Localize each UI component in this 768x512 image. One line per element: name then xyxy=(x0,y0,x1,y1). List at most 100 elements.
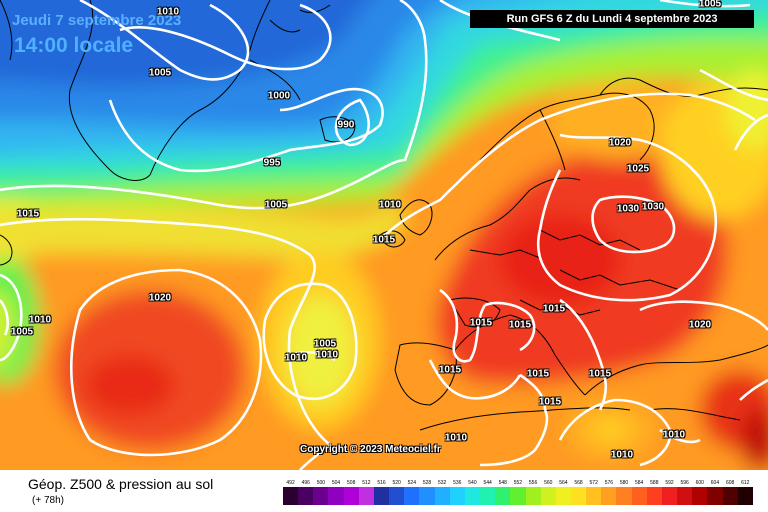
isobar-label: 1010 xyxy=(28,314,52,326)
scale-label: 524 xyxy=(407,480,416,486)
scale-swatch xyxy=(661,487,678,505)
isobar-label: 1010 xyxy=(156,6,180,18)
scale-label: 556 xyxy=(528,480,538,486)
scale-label: 592 xyxy=(665,480,674,486)
scale-swatch xyxy=(555,487,571,505)
forecast-time: 14:00 locale xyxy=(14,34,134,57)
isobar-label: 1010 xyxy=(378,199,402,211)
scale-swatch xyxy=(692,487,708,505)
scale-label: 492 xyxy=(286,480,295,486)
scale-swatch xyxy=(677,487,693,505)
isobar-label: 1015 xyxy=(508,319,532,331)
scale-swatch xyxy=(601,487,617,505)
scale-label: 560 xyxy=(544,480,553,486)
scale-swatch xyxy=(616,487,632,505)
isobar-label: 1010 xyxy=(444,432,468,444)
isobar-label: 1005 xyxy=(10,326,34,338)
chart-title: Géop. Z500 & pression au sol xyxy=(28,476,214,492)
isobar-label: 1015 xyxy=(469,317,493,329)
isobar-label: 1020 xyxy=(688,319,712,331)
scale-label: 604 xyxy=(710,480,720,486)
scale-label: 552 xyxy=(513,480,523,486)
isobar-label: 1015 xyxy=(588,368,612,380)
scale-label: 512 xyxy=(362,480,371,486)
scale-swatch xyxy=(570,487,587,505)
isobar-label: 1025 xyxy=(626,163,650,175)
scale-label: 580 xyxy=(619,480,629,486)
isobar-label: 990 xyxy=(337,119,355,131)
scale-swatch xyxy=(540,487,556,505)
scale-swatch xyxy=(298,487,314,505)
isobar-label: 1000 xyxy=(267,90,291,102)
isobar-label: 1010 xyxy=(662,429,686,441)
isobar-label: 1030 xyxy=(641,201,665,213)
isobar-label: 1010 xyxy=(284,352,308,364)
model-run-label: Run GFS 6 Z du Lundi 4 septembre 2023 xyxy=(470,10,754,28)
scale-label: 520 xyxy=(392,480,401,486)
scale-label: 588 xyxy=(650,480,659,486)
scale-swatch xyxy=(737,487,753,505)
scale-label: 564 xyxy=(559,480,568,486)
scale-swatch xyxy=(480,487,496,505)
isobar-label: 1015 xyxy=(542,303,566,315)
scale-label: 528 xyxy=(422,480,432,486)
scale-swatch xyxy=(404,487,420,505)
scale-label: 568 xyxy=(574,480,583,486)
isobar-label: 1005 xyxy=(148,67,172,79)
isobar-label: 1015 xyxy=(372,234,396,246)
scale-swatch xyxy=(434,487,450,505)
isobar-label: 1015 xyxy=(16,208,40,220)
isobar-label: 1020 xyxy=(608,137,632,149)
isobar-label: 1005 xyxy=(313,338,337,350)
forecast-lead-time: (+ 78h) xyxy=(32,495,64,506)
scale-swatch xyxy=(586,487,602,505)
scale-label: 504 xyxy=(331,480,341,486)
scale-swatch xyxy=(283,487,299,505)
color-scale: 492 496 500 504 508 512 516 520 524 528 532 536 540 5… xyxy=(283,480,753,508)
scale-swatch xyxy=(358,487,374,505)
isobars xyxy=(0,0,768,470)
scale-swatch xyxy=(525,487,541,505)
color-scale-swatches xyxy=(283,487,753,505)
scale-swatch xyxy=(631,487,647,505)
scale-swatch xyxy=(389,487,405,505)
scale-label: 548 xyxy=(498,480,507,486)
scale-label: 600 xyxy=(695,480,704,486)
scale-label: 508 xyxy=(347,480,356,486)
scale-label: 496 xyxy=(301,480,310,486)
isobar-label: 1015 xyxy=(526,368,550,380)
scale-label: 584 xyxy=(635,480,644,486)
isobar-label: 1015 xyxy=(538,396,562,408)
scale-swatch xyxy=(419,487,435,505)
isobar-label: 1020 xyxy=(148,292,172,304)
scale-label: 608 xyxy=(725,480,735,486)
scale-label: 500 xyxy=(316,480,326,486)
scale-swatch xyxy=(707,487,723,505)
scale-swatch xyxy=(510,487,526,505)
scale-label: 612 xyxy=(741,480,750,486)
isobar-label: 1005 xyxy=(698,0,722,10)
geopotential-field xyxy=(0,0,768,470)
forecast-map: Jeudi 7 septembre 2023 14:00 locale Run … xyxy=(0,0,768,470)
isobar-label: 1005 xyxy=(264,199,288,211)
scale-label: 536 xyxy=(453,480,462,486)
scale-swatch xyxy=(343,487,359,505)
color-scale-labels: 492 496 500 504 508 512 516 520 524 528 532 536 540 5… xyxy=(283,480,753,486)
forecast-date: Jeudi 7 septembre 2023 xyxy=(12,12,182,29)
scale-swatch xyxy=(464,487,481,505)
isobar-label: 1010 xyxy=(610,449,634,461)
scale-swatch xyxy=(449,487,465,505)
scale-label: 544 xyxy=(483,480,492,486)
scale-swatch xyxy=(646,487,662,505)
scale-label: 572 xyxy=(589,480,598,486)
isobar-label: 1030 xyxy=(616,203,640,215)
scale-swatch xyxy=(313,487,329,505)
scale-swatch xyxy=(373,487,390,505)
isobar-label: 995 xyxy=(263,157,281,169)
scale-label: 540 xyxy=(468,480,477,486)
scale-label: 576 xyxy=(604,480,614,486)
scale-label: 532 xyxy=(437,480,447,486)
scale-swatch xyxy=(328,487,344,505)
scale-label: 596 xyxy=(680,480,689,486)
isobar-label: 1015 xyxy=(438,364,462,376)
